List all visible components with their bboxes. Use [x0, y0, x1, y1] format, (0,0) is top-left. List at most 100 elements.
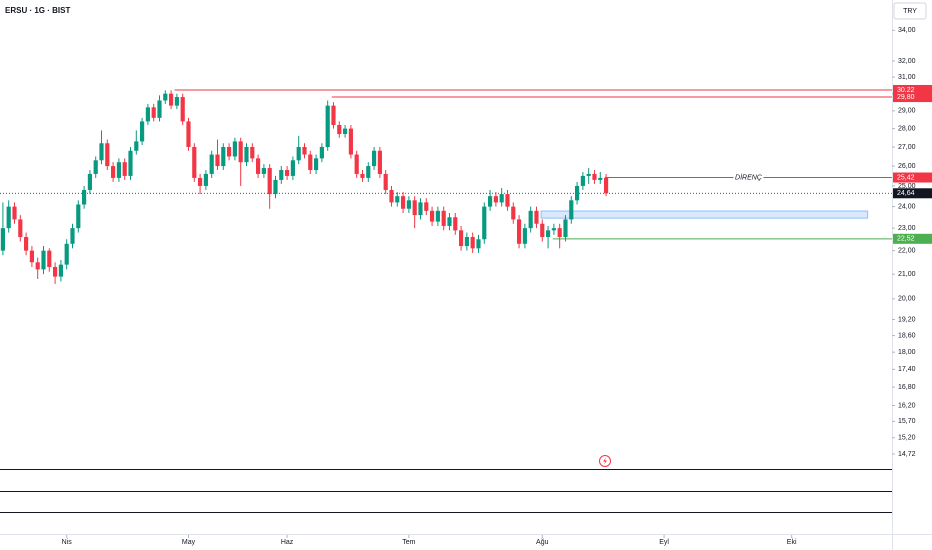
- candle-body: [366, 166, 371, 178]
- candle-body: [557, 228, 562, 238]
- candle-body: [342, 128, 348, 135]
- candle-body: [35, 262, 40, 270]
- y-tick-label: 34,00: [898, 27, 916, 34]
- candle-body: [279, 170, 284, 180]
- candle-body: [453, 217, 458, 231]
- y-tick-label: 27,00: [898, 144, 916, 151]
- y-tick-label: 20,00: [898, 296, 916, 303]
- candle-body: [64, 243, 69, 265]
- candle-body: [209, 154, 214, 174]
- candle-body: [192, 146, 197, 178]
- candle-body: [203, 173, 208, 186]
- level-price-label-box: [893, 172, 932, 183]
- candle-body: [290, 160, 295, 176]
- x-tick-label: Eki: [787, 539, 797, 546]
- currency-box[interactable]: [893, 2, 927, 20]
- x-tick-label: Eyl: [659, 539, 669, 546]
- candle-body: [169, 93, 174, 106]
- y-tick-label: 18,60: [898, 332, 916, 339]
- y-tick-label: 16,80: [898, 384, 916, 391]
- candle-body: [400, 196, 406, 209]
- candle-body: [186, 121, 191, 147]
- y-tick-label: 29,00: [898, 108, 916, 115]
- candle-body: [250, 146, 255, 159]
- candle-body: [238, 141, 243, 163]
- candle-body: [429, 210, 435, 222]
- level-text: DİRENÇ: [735, 173, 763, 181]
- level-price-label-box: [893, 92, 932, 103]
- candle-body: [569, 200, 574, 220]
- candle-body: [545, 230, 551, 238]
- candle-body: [105, 143, 110, 167]
- last-price-label: 24,64: [897, 190, 915, 197]
- candle-body: [267, 168, 272, 195]
- candle-body: [424, 202, 429, 211]
- y-tick-label: 23,00: [898, 225, 916, 232]
- candle-body: [406, 200, 411, 209]
- candle-body: [18, 219, 23, 238]
- last-price-label-box: [893, 188, 932, 199]
- x-tick-label: Tem: [402, 539, 415, 546]
- y-tick-label: 14,72: [898, 451, 916, 458]
- level-price-label: 30,22: [897, 87, 915, 94]
- candle-body: [592, 173, 597, 180]
- lightning-icon[interactable]: [599, 455, 611, 467]
- y-tick-label: 25,00: [898, 183, 916, 190]
- candle-body: [377, 150, 382, 174]
- level-text-bg: [733, 173, 764, 182]
- candle-body: [221, 146, 226, 167]
- candle-body: [232, 141, 237, 157]
- candle-body: [598, 177, 603, 180]
- candle-body: [458, 230, 464, 247]
- candle-body: [122, 162, 127, 176]
- y-tick-label: 32,00: [898, 58, 916, 65]
- candle-body: [540, 223, 545, 238]
- candle-body: [180, 97, 185, 122]
- currency[interactable]: TRY: [903, 8, 917, 15]
- candle-body: [157, 100, 162, 118]
- candle-body: [325, 105, 330, 147]
- y-tick-label: 28,00: [898, 125, 916, 132]
- y-tick-label: 15,20: [898, 435, 916, 442]
- candle-body: [482, 206, 487, 240]
- y-tick-label: 31,00: [898, 74, 916, 81]
- candle-body: [70, 228, 75, 244]
- level-price-label-box: [893, 84, 932, 95]
- candle-body: [354, 154, 359, 174]
- candle-body: [505, 194, 510, 207]
- candle-body: [574, 185, 580, 201]
- y-tick-label: 24,00: [898, 203, 916, 210]
- candle-body: [82, 190, 87, 205]
- candle-body: [12, 206, 17, 220]
- candle-body: [493, 196, 498, 203]
- candle-body: [93, 160, 98, 174]
- candle-body: [198, 177, 203, 186]
- candle-body: [29, 250, 34, 263]
- candle-body: [499, 194, 504, 203]
- candle-body: [395, 196, 400, 203]
- candle-body: [487, 196, 493, 207]
- candle-body: [302, 146, 307, 155]
- candle-body: [145, 107, 150, 122]
- candle-body: [516, 219, 522, 244]
- candle-body: [389, 190, 394, 203]
- candle-body: [215, 154, 220, 167]
- level-price-label: 25,42: [897, 174, 915, 181]
- candle-body: [76, 204, 81, 229]
- zone: [540, 210, 869, 219]
- candle-body: [174, 97, 179, 106]
- candle-body: [383, 173, 388, 191]
- candle-body: [58, 264, 63, 277]
- y-tick-label: 15,70: [898, 418, 916, 425]
- candle-body: [0, 228, 5, 251]
- candle-body: [140, 121, 145, 142]
- candle-body: [227, 146, 232, 157]
- level-price-label-box: [893, 233, 932, 244]
- x-tick-label: May: [182, 539, 196, 546]
- candle-body: [111, 166, 116, 178]
- candle-body: [476, 239, 481, 249]
- candle-body: [470, 237, 475, 249]
- x-tick-label: Nis: [62, 539, 73, 546]
- candle-body: [128, 150, 133, 176]
